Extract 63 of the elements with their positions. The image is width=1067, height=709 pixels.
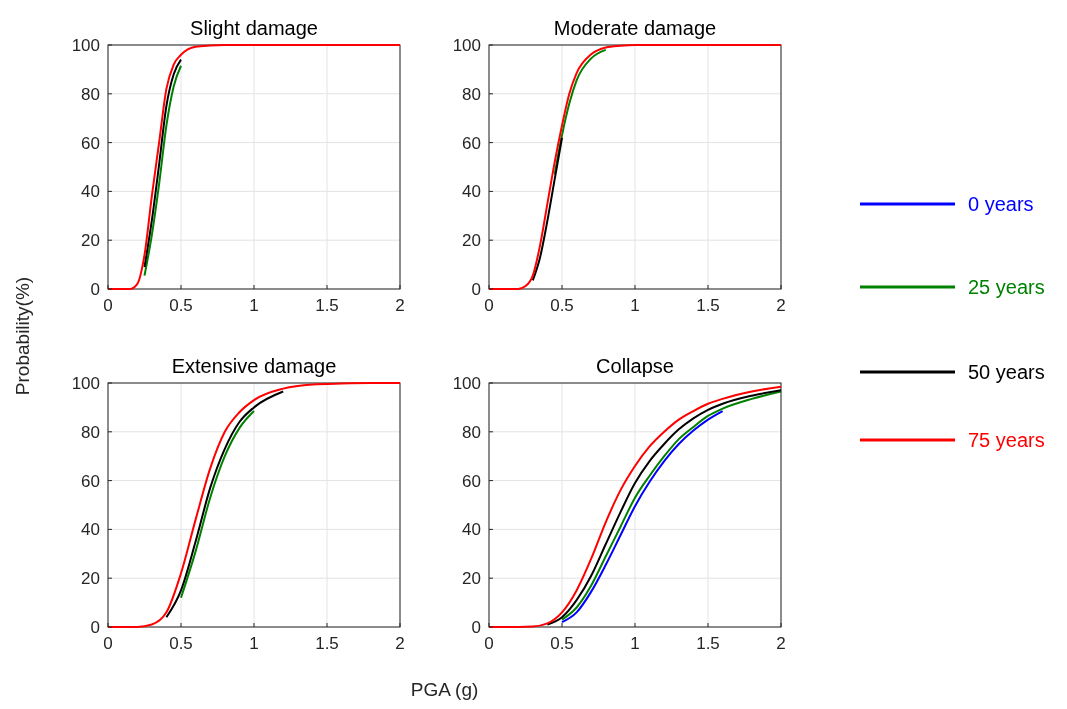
x-tick-label: 0 <box>103 296 113 315</box>
line-series <box>165 390 285 619</box>
x-tick-label: 1.5 <box>315 296 339 315</box>
x-tick-label: 0.5 <box>550 634 574 653</box>
y-tick-label: 40 <box>462 520 481 540</box>
line-series <box>488 385 782 628</box>
line-series <box>107 382 401 628</box>
y-tick-label: 40 <box>81 520 100 540</box>
y-tick-label: 0 <box>90 617 100 637</box>
y-tick-label: 60 <box>81 471 100 491</box>
y-tick-label: 20 <box>81 231 100 251</box>
chart-title: Collapse <box>596 355 674 377</box>
y-tick-label: 80 <box>81 84 100 104</box>
x-tick-label: 1 <box>249 296 259 315</box>
legend-label: 50 years <box>968 361 1045 383</box>
x-tick-label: 2 <box>395 296 405 315</box>
line-series <box>561 410 724 624</box>
y-tick-label: 100 <box>452 35 481 55</box>
y-tick-label: 0 <box>90 279 100 299</box>
y-tick-label: 40 <box>81 182 100 202</box>
x-tick-label: 1.5 <box>696 296 720 315</box>
y-tick-label: 0 <box>471 617 481 637</box>
line-series <box>553 48 607 176</box>
line-series <box>180 410 255 599</box>
chart-title: Moderate damage <box>553 17 717 39</box>
y-tick-label: 80 <box>81 422 100 442</box>
y-tick-label: 20 <box>462 231 481 251</box>
x-tick-label: 0.5 <box>169 296 193 315</box>
y-tick-label: 100 <box>71 35 100 55</box>
y-tick-label: 60 <box>462 133 481 153</box>
x-tick-label: 2 <box>776 296 786 315</box>
y-tick-label: 100 <box>452 373 481 393</box>
x-tick-label: 1.5 <box>315 634 339 653</box>
line-series <box>531 136 563 282</box>
line-series <box>488 44 782 290</box>
legend-label: 25 years <box>968 276 1045 298</box>
y-tick-label: 0 <box>471 279 481 299</box>
x-tick-label: 1 <box>630 296 640 315</box>
x-tick-label: 0 <box>103 634 113 653</box>
x-tick-label: 1.5 <box>696 634 720 653</box>
y-tick-label: 20 <box>462 569 481 589</box>
y-tick-label: 100 <box>71 373 100 393</box>
legend-label: 0 years <box>968 193 1034 215</box>
x-tick-label: 0 <box>484 296 494 315</box>
x-tick-label: 2 <box>395 634 405 653</box>
x-tick-label: 0.5 <box>169 634 193 653</box>
x-tick-label: 1 <box>630 634 640 653</box>
y-tick-label: 80 <box>462 84 481 104</box>
x-tick-label: 1 <box>249 634 259 653</box>
x-axis-title: PGA (g) <box>410 679 479 700</box>
legend-label: 75 years <box>968 429 1045 451</box>
y-tick-label: 60 <box>81 133 100 153</box>
chart-title: Extensive damage <box>171 355 337 377</box>
x-tick-label: 2 <box>776 634 786 653</box>
y-tick-label: 20 <box>81 569 100 589</box>
chart-title: Slight damage <box>190 17 318 39</box>
x-tick-label: 0 <box>484 634 494 653</box>
y-tick-label: 60 <box>462 471 481 491</box>
x-tick-label: 0.5 <box>550 296 574 315</box>
y-tick-label: 80 <box>462 422 481 442</box>
y-axis-title: Probability(%) <box>12 276 33 396</box>
y-tick-label: 40 <box>462 182 481 202</box>
line-series <box>107 44 401 290</box>
